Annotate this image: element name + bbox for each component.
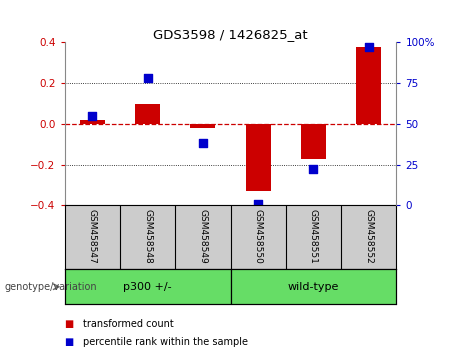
Bar — [356, 47, 381, 124]
Bar — [135, 104, 160, 124]
Point — [89, 113, 96, 119]
Text: GSM458550: GSM458550 — [254, 209, 263, 263]
Text: ■: ■ — [65, 337, 77, 347]
Text: ■: ■ — [65, 319, 77, 329]
Point — [254, 201, 262, 206]
Text: GSM458551: GSM458551 — [309, 209, 318, 263]
Text: transformed count: transformed count — [83, 319, 174, 329]
Point — [365, 45, 372, 50]
Text: percentile rank within the sample: percentile rank within the sample — [83, 337, 248, 347]
Bar — [80, 120, 105, 124]
Bar — [65, 269, 230, 304]
Text: genotype/variation: genotype/variation — [5, 282, 97, 292]
Bar — [190, 124, 215, 128]
Text: wild-type: wild-type — [288, 282, 339, 292]
Text: p300 +/-: p300 +/- — [123, 282, 172, 292]
Point — [199, 141, 207, 146]
Bar — [230, 269, 396, 304]
Bar — [246, 124, 271, 191]
Title: GDS3598 / 1426825_at: GDS3598 / 1426825_at — [153, 28, 308, 41]
Text: GSM458549: GSM458549 — [198, 209, 207, 263]
Bar — [301, 124, 326, 159]
Point — [310, 167, 317, 172]
Text: GSM458552: GSM458552 — [364, 209, 373, 263]
Text: GSM458547: GSM458547 — [88, 209, 97, 263]
Point — [144, 75, 151, 81]
Text: GSM458548: GSM458548 — [143, 209, 152, 263]
